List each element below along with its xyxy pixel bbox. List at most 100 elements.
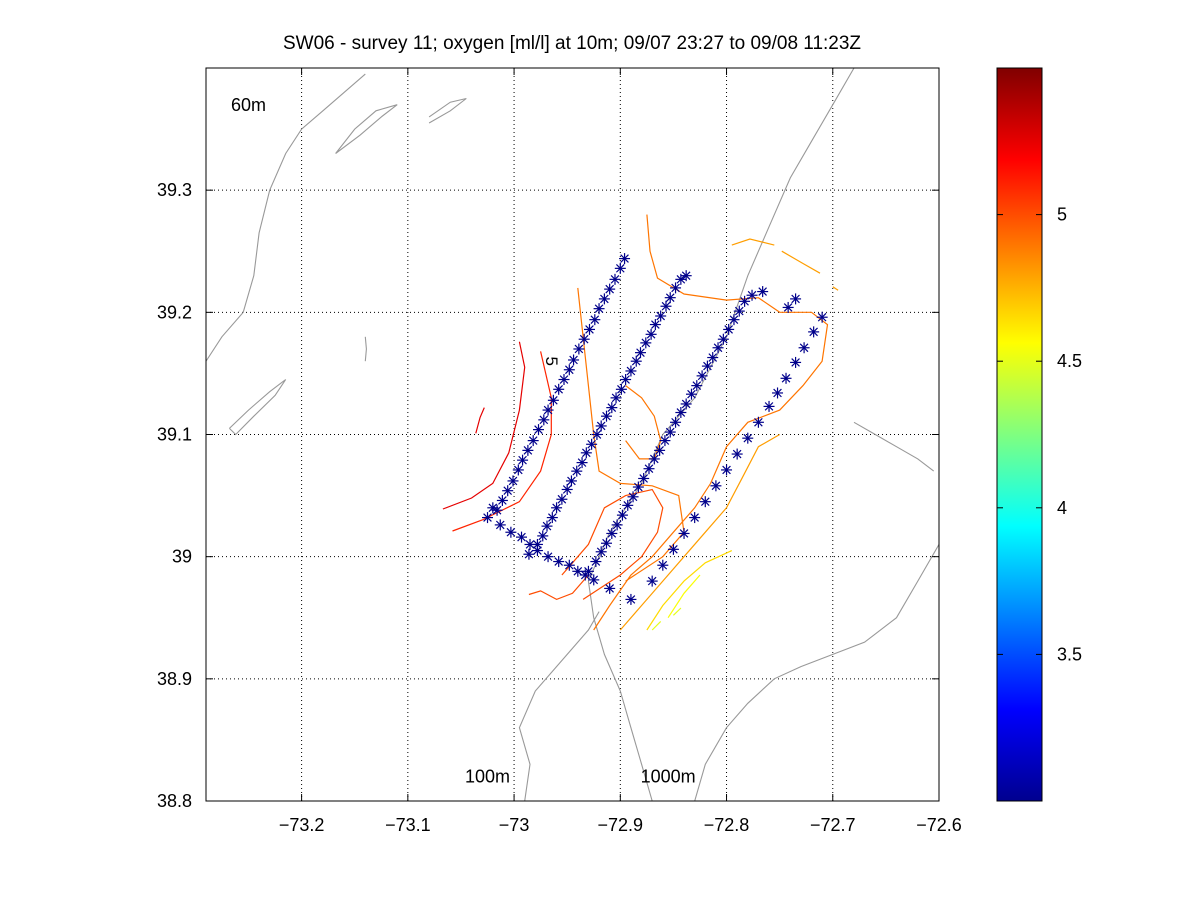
station-marker — [538, 414, 550, 426]
station-marker — [589, 314, 601, 326]
station-markers — [482, 253, 828, 605]
contour-line — [832, 286, 839, 291]
station-marker — [580, 447, 592, 459]
station-marker — [808, 326, 820, 338]
station-marker — [583, 323, 595, 335]
station-marker — [648, 453, 660, 465]
station-marker — [634, 347, 646, 359]
station-marker — [604, 283, 616, 295]
station-marker — [712, 342, 724, 354]
station-marker — [551, 502, 563, 514]
station-marker — [625, 593, 637, 605]
station-marker — [790, 356, 802, 368]
station-marker — [595, 546, 607, 558]
station-marker — [600, 410, 612, 422]
station-marker — [659, 435, 671, 447]
station-marker — [699, 496, 711, 508]
contour-label: 5 — [542, 356, 561, 365]
station-marker — [638, 472, 650, 484]
station-marker — [568, 354, 580, 366]
station-marker — [717, 333, 729, 345]
station-marker — [728, 314, 740, 326]
station-marker — [664, 426, 676, 438]
station-marker — [763, 400, 775, 412]
coastline — [518, 611, 600, 801]
coastline — [364, 336, 367, 362]
station-marker — [654, 444, 666, 456]
station-marker — [531, 545, 543, 557]
colorbar-tick-label: 3.5 — [1057, 644, 1082, 664]
station-marker — [701, 360, 713, 372]
station-marker — [739, 295, 751, 307]
x-tick-label: −72.9 — [598, 815, 644, 835]
contour-line — [731, 238, 775, 246]
station-marker — [522, 444, 534, 456]
contour-line — [646, 550, 733, 631]
coastline — [694, 544, 939, 801]
x-tick-label: −72.6 — [916, 815, 962, 835]
colorbar-tick-label: 4.5 — [1057, 351, 1082, 371]
station-marker — [691, 380, 703, 392]
station-marker — [571, 465, 583, 477]
station-marker — [678, 527, 690, 539]
station-marker — [752, 416, 764, 428]
station-marker — [482, 512, 494, 524]
station-marker — [516, 531, 528, 543]
station-marker — [553, 383, 565, 395]
station-marker — [643, 463, 655, 475]
contour-line — [475, 407, 485, 434]
contour-line — [577, 287, 685, 582]
y-tick-label: 39.1 — [157, 425, 192, 445]
station-marker — [707, 352, 719, 364]
contour-line — [528, 574, 589, 601]
station-marker — [757, 286, 769, 298]
station-marker — [606, 527, 618, 539]
contour-line — [667, 574, 701, 619]
station-marker — [742, 432, 754, 444]
station-marker — [517, 454, 529, 466]
station-marker — [604, 582, 616, 594]
station-marker — [622, 499, 634, 511]
station-marker — [561, 483, 573, 495]
station-marker — [723, 323, 735, 335]
station-marker — [733, 305, 745, 317]
x-tick-label: −72.8 — [704, 815, 750, 835]
station-marker — [487, 502, 499, 514]
station-marker — [610, 392, 622, 404]
station-marker — [593, 303, 605, 315]
y-tick-label: 38.8 — [157, 791, 192, 811]
station-marker — [798, 342, 810, 354]
station-marker — [496, 494, 508, 506]
y-tick-label: 39.2 — [157, 302, 192, 322]
station-marker — [746, 289, 758, 301]
station-marker — [546, 512, 558, 524]
chart-title: SW06 - survey 11; oxygen [ml/l] at 10m; … — [283, 33, 861, 54]
station-marker — [667, 543, 679, 555]
contour-line — [672, 607, 682, 616]
station-marker — [680, 398, 692, 410]
station-marker — [542, 404, 554, 416]
station-marker — [507, 475, 519, 487]
station-marker — [645, 328, 657, 340]
contour-line — [442, 341, 526, 510]
y-tick-label: 39 — [172, 547, 192, 567]
station-marker — [696, 370, 708, 382]
station-marker — [772, 387, 784, 399]
isobath-label: 1000m — [641, 767, 696, 787]
station-marker — [565, 475, 577, 487]
station-marker — [590, 556, 602, 568]
station-marker — [816, 311, 828, 323]
y-tick-label: 39.3 — [157, 180, 192, 200]
contour-line — [619, 433, 780, 631]
station-marker — [606, 402, 618, 414]
station-marker — [598, 293, 610, 305]
station-marker — [531, 538, 543, 550]
station-marker — [502, 485, 514, 497]
x-tick-label: −73 — [499, 815, 530, 835]
station-marker — [657, 559, 669, 571]
coastline — [206, 73, 366, 362]
contour-line — [651, 620, 662, 631]
station-marker — [576, 457, 588, 469]
x-tick-label: −73.1 — [385, 815, 431, 835]
